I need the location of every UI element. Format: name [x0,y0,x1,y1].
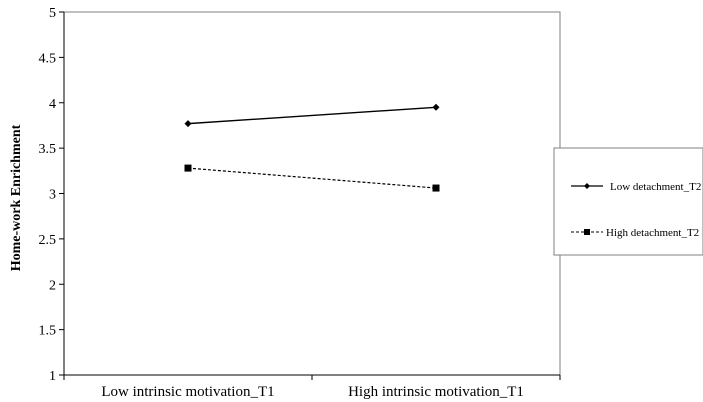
x-ticks: Low intrinsic motivation_T1 High intrinsi… [63,375,561,400]
y-tick-label: 2 [49,278,56,293]
y-tick-label: 5 [49,6,56,21]
y-ticks: 1 1.5 2 2.5 3 3.5 4 4.5 5 [39,6,64,384]
legend-box [553,147,703,256]
series-line-high-detachment [187,167,437,189]
legend-label: Low detachment_T2 [610,181,701,193]
plot-area [63,11,561,376]
data-point-square [432,184,440,192]
y-tick-label: 3.5 [39,142,57,157]
data-point-diamond [432,103,440,111]
x-category-label: High intrinsic motivation_T1 [348,384,524,400]
data-point-square [184,164,192,172]
legend: Low detachment_T2 High detachment_T2 [553,147,703,256]
y-tick-label: 1.5 [39,324,57,339]
series-line-low-detachment [187,106,437,125]
series-layer [184,103,440,192]
y-tick-label: 2.5 [39,233,57,248]
y-tick-label: 4 [49,97,56,112]
y-tick-label: 3 [49,188,56,203]
y-tick-label: 1 [49,369,56,384]
data-point-diamond [584,183,590,189]
y-axis-label: Home-work Enrichment [9,124,24,271]
data-point-square [584,229,590,235]
x-category-label: Low intrinsic motivation_T1 [101,384,274,400]
data-point-diamond [184,120,192,128]
legend-label: High detachment_T2 [606,227,699,239]
y-tick-label: 4.5 [39,51,57,66]
